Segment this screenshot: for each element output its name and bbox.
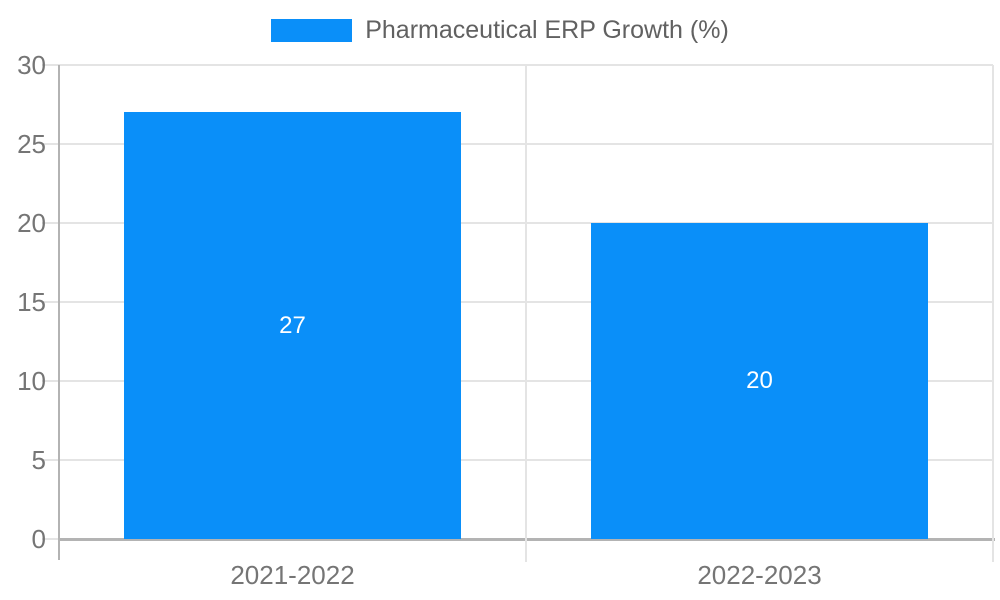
x-axis-category-label: 2021-2022 [230,560,355,590]
legend-label: Pharmaceutical ERP Growth (%) [365,16,729,44]
y-axis-tick [42,459,59,461]
y-axis-tick-label: 15 [17,287,46,317]
category-divider [992,65,994,562]
y-axis-tick [42,380,59,382]
y-axis-tick-label: 25 [17,129,46,159]
x-axis-category-label: 2022-2023 [697,560,822,590]
bar-value-label: 27 [279,311,306,339]
y-axis-tick [42,143,59,145]
y-axis-tick-label: 30 [17,50,46,80]
legend: Pharmaceutical ERP Growth (%) [0,18,1000,43]
y-axis-tick-label: 10 [17,366,46,396]
y-axis-tick-label: 0 [31,524,46,554]
y-axis-tick [42,301,59,303]
y-axis-tick [42,222,59,224]
y-axis-tick-label: 20 [17,208,46,238]
bar: 27 [124,112,461,539]
bar: 20 [591,223,928,539]
y-axis-tick [42,538,59,540]
y-axis-tick [42,64,59,66]
x-axis-baseline [59,538,995,541]
legend-swatch [271,19,353,42]
bar-value-label: 20 [746,367,773,394]
y-axis-line [58,65,60,560]
category-divider [525,65,527,562]
y-axis-tick-label: 5 [31,445,46,475]
